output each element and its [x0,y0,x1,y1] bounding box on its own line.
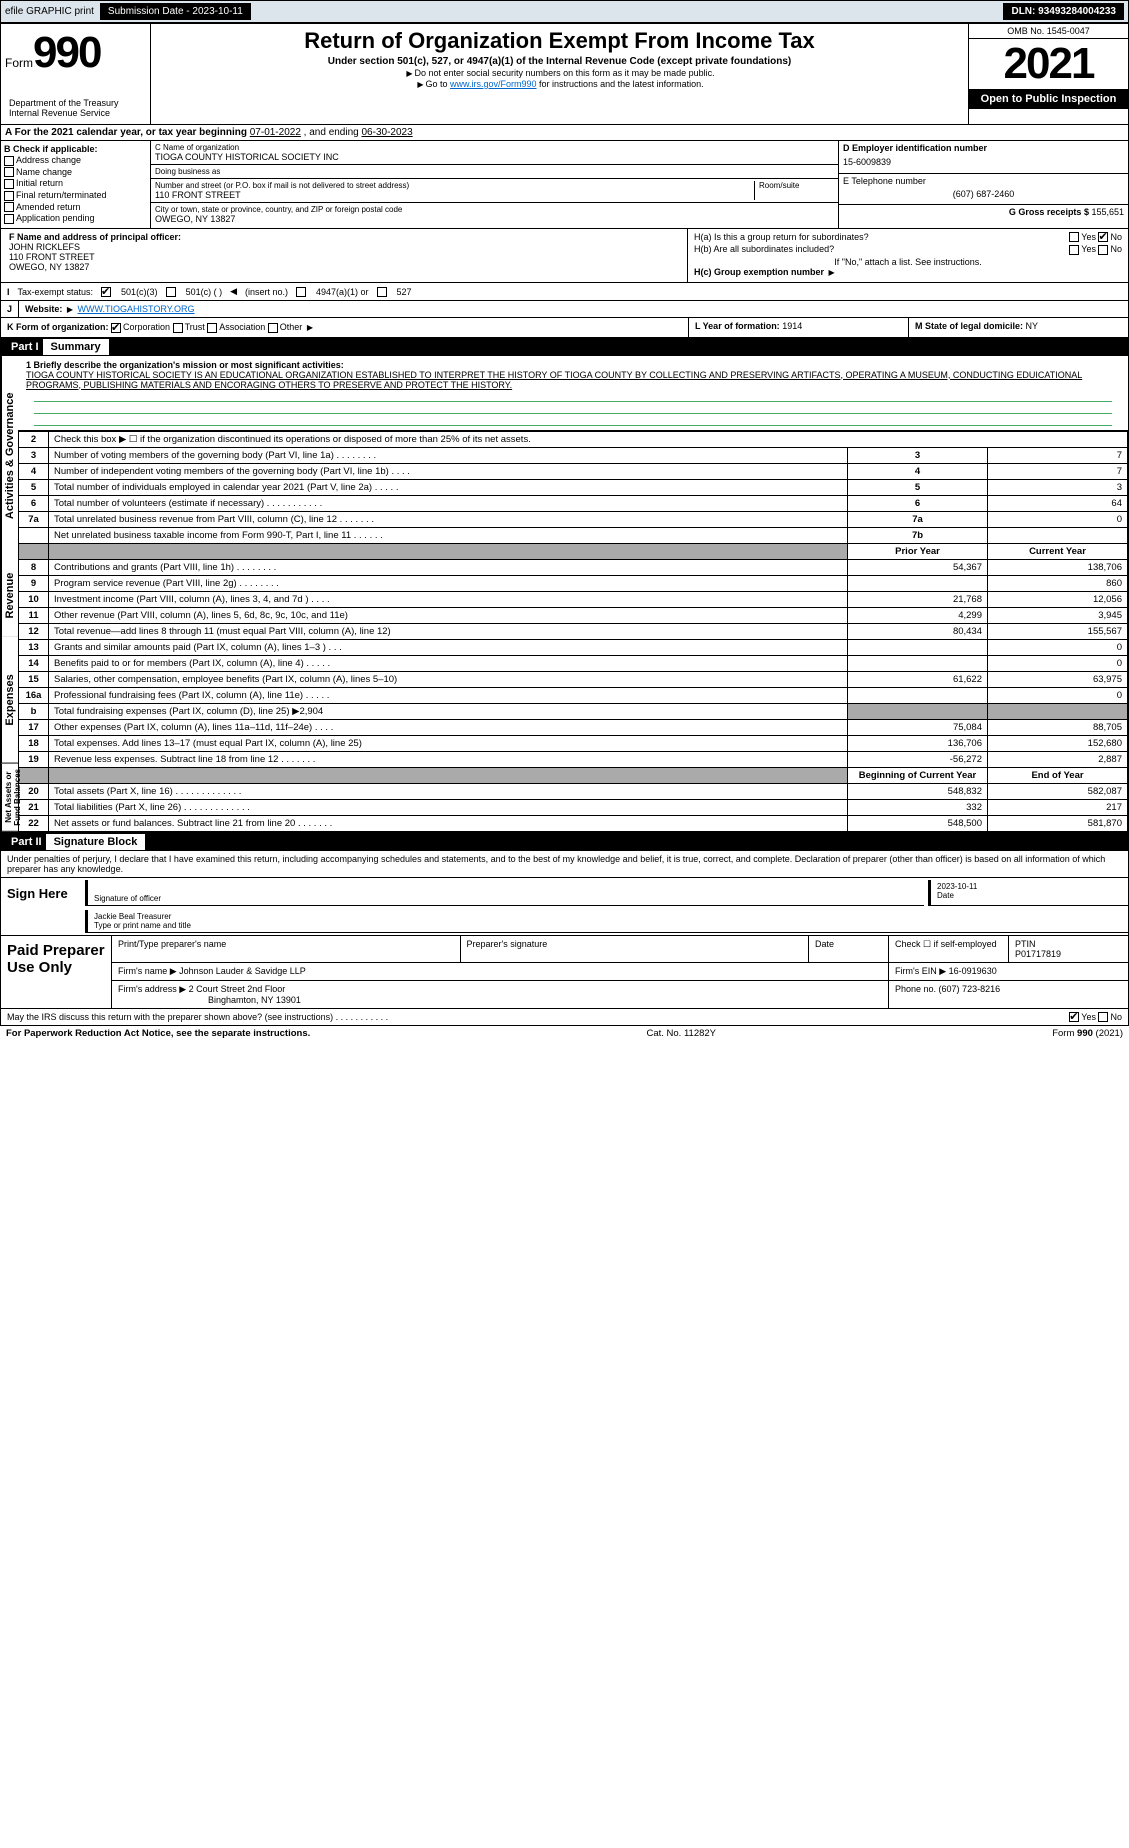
table-row: 7aTotal unrelated business revenue from … [19,511,1128,527]
row-a-tax-year: A For the 2021 calendar year, or tax yea… [0,125,1129,141]
table-row: 20Total assets (Part X, line 16) . . . .… [19,783,1128,799]
efile-topbar: efile GRAPHIC print Submission Date - 20… [0,0,1129,23]
paid-preparer-label: Paid Preparer Use Only [1,936,111,1008]
signature-block: Under penalties of perjury, I declare th… [0,851,1129,1009]
lines-2-7-table: 2Check this box ▶ ☐ if the organization … [18,431,1128,832]
table-row: 13Grants and similar amounts paid (Part … [19,639,1128,655]
dept-treasury: Department of the Treasury Internal Reve… [5,96,146,120]
line1-briefly-describe: 1 Briefly describe the organization's mi… [18,356,1128,431]
street: 110 FRONT STREET [155,190,754,200]
gross-receipts: 155,651 [1091,207,1124,217]
dln-label: DLN: 93493284004233 [1003,3,1124,20]
city: OWEGO, NY 13827 [155,214,834,224]
subtitle-2b: Go to www.irs.gov/Form990 for instructio… [155,79,964,89]
year-box: OMB No. 1545-0047 2021 Open to Public In… [968,24,1128,124]
row-j-website: J Website: WWW.TIOGAHISTORY.ORG [0,301,1129,318]
table-row: 10Investment income (Part VIII, column (… [19,591,1128,607]
table-row: 16aProfessional fundraising fees (Part I… [19,687,1128,703]
form-title: Return of Organization Exempt From Incom… [155,28,964,54]
col-b-checkboxes: B Check if applicable: Address change Na… [1,141,151,228]
table-row: 14Benefits paid to or for members (Part … [19,655,1128,671]
table-row: 6Total number of volunteers (estimate if… [19,495,1128,511]
website-link[interactable]: WWW.TIOGAHISTORY.ORG [78,304,195,314]
table-row: Net unrelated business taxable income fr… [19,527,1128,543]
table-row: 11Other revenue (Part VIII, column (A), … [19,607,1128,623]
table-row: 15Salaries, other compensation, employee… [19,671,1128,687]
table-row: 12Total revenue—add lines 8 through 11 (… [19,623,1128,639]
tax-year: 2021 [969,39,1128,89]
tab-activities-governance: Activities & Governance [1,356,18,555]
submission-date-button[interactable]: Submission Date - 2023-10-11 [100,3,251,20]
tab-expenses: Expenses [1,637,18,764]
tax-exempt-status: I Tax-exempt status: 501(c)(3) 501(c) ( … [0,283,1129,301]
block-fh: F Name and address of principal officer:… [0,229,1129,283]
tab-revenue: Revenue [1,555,18,638]
form-number-box: Form990 Department of the Treasury Inter… [1,24,151,124]
title-center: Return of Organization Exempt From Incom… [151,24,968,124]
phone: (607) 687-2460 [843,186,1124,202]
part1-body: Activities & Governance Revenue Expenses… [0,356,1129,833]
efile-label: efile GRAPHIC print [5,6,94,17]
table-row: Beginning of Current YearEnd of Year [19,767,1128,783]
table-row: 9Program service revenue (Part VIII, lin… [19,575,1128,591]
mission-text: TIOGA COUNTY HISTORICAL SOCIETY IS AN ED… [26,370,1082,390]
table-row: bTotal fundraising expenses (Part IX, co… [19,703,1128,719]
group-return-h: H(a) Is this a group return for subordin… [688,229,1128,282]
subtitle-1: Under section 501(c), 527, or 4947(a)(1)… [155,56,964,67]
block-bcd: B Check if applicable: Address change Na… [0,141,1129,229]
table-row: 4Number of independent voting members of… [19,463,1128,479]
table-row: 2Check this box ▶ ☐ if the organization … [19,431,1128,447]
open-to-public: Open to Public Inspection [969,89,1128,109]
table-row: 5Total number of individuals employed in… [19,479,1128,495]
subtitle-2a: Do not enter social security numbers on … [155,68,964,78]
part2-header: Part IISignature Block [0,833,1129,851]
table-row: 21Total liabilities (Part X, line 26) . … [19,799,1128,815]
principal-officer: F Name and address of principal officer:… [1,229,688,282]
discuss-row: May the IRS discuss this return with the… [0,1009,1129,1027]
table-row: 18Total expenses. Add lines 13–17 (must … [19,735,1128,751]
col-c-org-info: C Name of organizationTIOGA COUNTY HISTO… [151,141,838,228]
form-header: Form990 Department of the Treasury Inter… [0,23,1129,125]
irs-link[interactable]: www.irs.gov/Form990 [450,79,537,89]
tab-net-assets: Net Assets or Fund Balances [1,764,18,832]
penalty-statement: Under penalties of perjury, I declare th… [1,851,1128,877]
ein: 15-6009839 [843,153,1124,171]
form-word: Form [5,56,33,70]
table-row: 3Number of voting members of the governi… [19,447,1128,463]
table-row: 22Net assets or fund balances. Subtract … [19,815,1128,831]
col-de: D Employer identification number15-60098… [838,141,1128,228]
omb-number: OMB No. 1545-0047 [969,24,1128,39]
table-row: 17Other expenses (Part IX, column (A), l… [19,719,1128,735]
row-klm: K Form of organization: Corporation Trus… [0,318,1129,338]
org-name: TIOGA COUNTY HISTORICAL SOCIETY INC [155,152,834,162]
sign-here-label: Sign Here [1,878,81,935]
table-row: 19Revenue less expenses. Subtract line 1… [19,751,1128,767]
page-footer: For Paperwork Reduction Act Notice, see … [0,1026,1129,1041]
table-row: Prior YearCurrent Year [19,543,1128,559]
table-row: 8Contributions and grants (Part VIII, li… [19,559,1128,575]
form-990-num: 990 [33,28,100,77]
part1-header: Part ISummary [0,338,1129,356]
